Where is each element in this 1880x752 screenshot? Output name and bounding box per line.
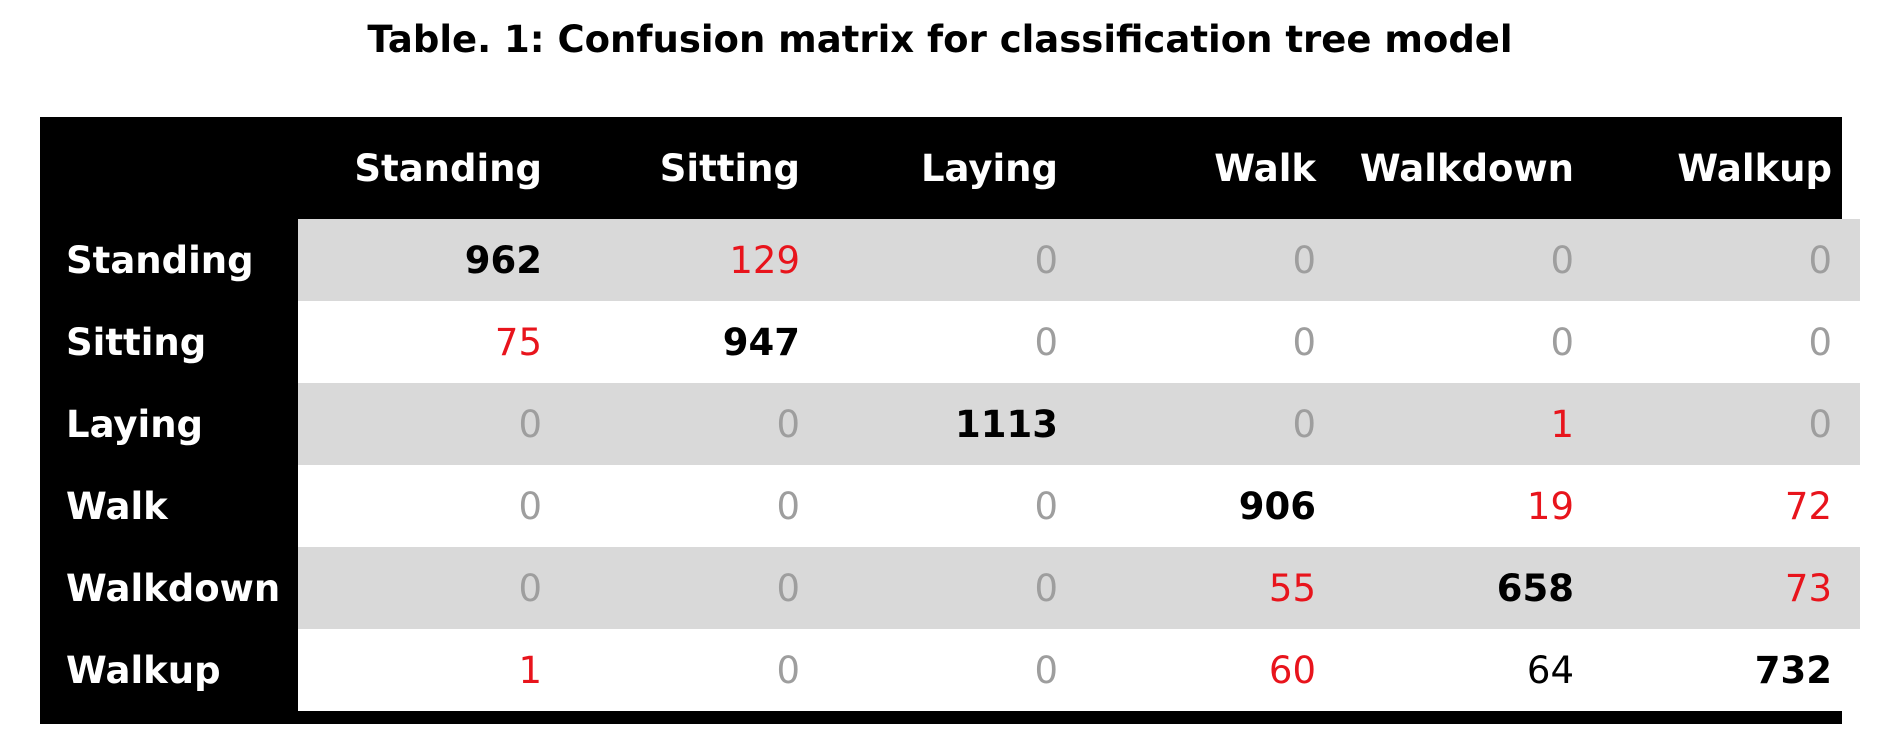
matrix-cell: 0	[298, 383, 570, 465]
matrix-cell: 73	[1602, 547, 1860, 629]
matrix-cell: 75	[298, 301, 570, 383]
matrix-cell: 64	[1344, 629, 1602, 711]
col-header-standing: Standing	[354, 146, 542, 190]
matrix-cell: 0	[570, 383, 828, 465]
row-header-sitting: Sitting	[66, 320, 207, 364]
matrix-cell: 0	[298, 547, 570, 629]
col-header-walk: Walk	[1214, 146, 1316, 190]
matrix-cell: 0	[1602, 301, 1860, 383]
matrix-cell: 0	[828, 301, 1086, 383]
matrix-cell: 0	[1086, 383, 1344, 465]
row-header-walkdown: Walkdown	[66, 566, 281, 610]
row-header-walk: Walk	[66, 484, 168, 528]
col-header-sitting: Sitting	[659, 146, 800, 190]
matrix-cell: 906	[1086, 465, 1344, 547]
matrix-cell: 0	[570, 547, 828, 629]
matrix-cell: 1113	[828, 383, 1086, 465]
matrix-cell: 72	[1602, 465, 1860, 547]
matrix-cell: 658	[1344, 547, 1602, 629]
row-header-standing: Standing	[66, 238, 254, 282]
matrix-cell: 0	[828, 219, 1086, 301]
matrix-cell: 0	[828, 629, 1086, 711]
matrix-cell: 0	[570, 629, 828, 711]
row-header-walkup: Walkup	[66, 648, 221, 692]
matrix-cell: 60	[1086, 629, 1344, 711]
matrix-cell: 19	[1344, 465, 1602, 547]
col-header-walkdown: Walkdown	[1359, 146, 1574, 190]
matrix-cell: 0	[1086, 219, 1344, 301]
matrix-cell: 732	[1602, 629, 1860, 711]
row-header-laying: Laying	[66, 402, 204, 446]
matrix-cell: 0	[1602, 219, 1860, 301]
matrix-cell: 0	[1086, 301, 1344, 383]
confusion-matrix: Standing Sitting Laying Walk Walkdown Walkup S…	[40, 117, 1860, 724]
col-header-walkup: Walkup	[1677, 146, 1832, 190]
matrix-cell: 0	[298, 465, 570, 547]
matrix-cell: 1	[1344, 383, 1602, 465]
col-header-laying: Laying	[920, 146, 1058, 190]
matrix-cell: 129	[570, 219, 828, 301]
matrix-cell: 0	[828, 547, 1086, 629]
matrix-cell: 0	[1344, 219, 1602, 301]
matrix-cell: 55	[1086, 547, 1344, 629]
matrix-cell: 0	[1602, 383, 1860, 465]
matrix-cell: 1	[298, 629, 570, 711]
matrix-cell: 962	[298, 219, 570, 301]
matrix-cell: 947	[570, 301, 828, 383]
matrix-cell: 0	[1344, 301, 1602, 383]
matrix-cell: 0	[570, 465, 828, 547]
table-title: Table. 1: Confusion matrix for classific…	[367, 18, 1513, 61]
matrix-cell: 0	[828, 465, 1086, 547]
